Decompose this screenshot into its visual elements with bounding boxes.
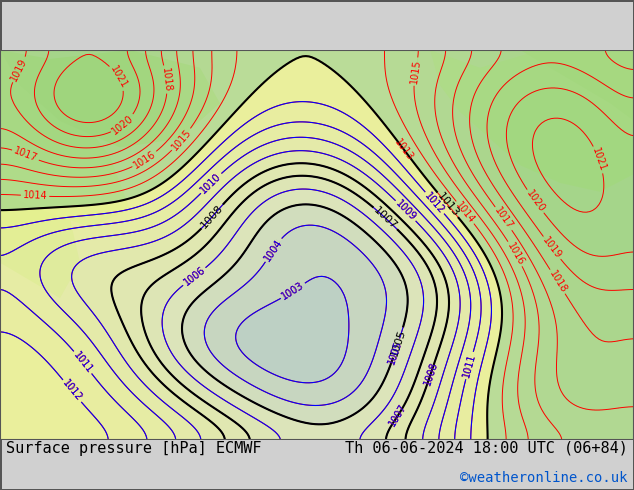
Text: 1018: 1018 (547, 269, 568, 294)
Text: 1020: 1020 (524, 189, 547, 214)
Text: 1019: 1019 (540, 235, 563, 261)
Text: 1009: 1009 (394, 198, 418, 223)
Text: 1004: 1004 (262, 237, 284, 263)
Text: 1012: 1012 (60, 378, 84, 404)
Text: Th 06-06-2024 18:00 UTC (06+84): Th 06-06-2024 18:00 UTC (06+84) (345, 441, 628, 456)
Text: 1003: 1003 (280, 280, 306, 302)
Polygon shape (520, 50, 634, 121)
Text: 1010: 1010 (199, 171, 223, 196)
Polygon shape (430, 50, 634, 192)
Text: ©weatheronline.co.uk: ©weatheronline.co.uk (460, 471, 628, 485)
Text: 1015: 1015 (409, 59, 422, 84)
Text: 1005: 1005 (386, 339, 404, 366)
Text: 1006: 1006 (181, 265, 207, 288)
Text: 1011: 1011 (71, 350, 94, 375)
Text: 1004: 1004 (262, 237, 284, 263)
Text: 1009: 1009 (394, 198, 418, 223)
Text: 1008: 1008 (422, 360, 439, 387)
Text: 1019: 1019 (10, 56, 29, 83)
Text: 1011: 1011 (71, 350, 94, 375)
Text: 1018: 1018 (160, 67, 173, 92)
Text: 1013: 1013 (435, 191, 460, 219)
Text: 1020: 1020 (110, 113, 136, 136)
Text: 1005: 1005 (386, 339, 404, 366)
Text: 1007: 1007 (387, 402, 409, 428)
Polygon shape (0, 50, 220, 147)
Text: 1012: 1012 (423, 190, 446, 216)
Text: 1003: 1003 (280, 280, 306, 302)
Polygon shape (0, 50, 80, 298)
Text: 1012: 1012 (423, 190, 446, 216)
Text: Surface pressure [hPa] ECMWF: Surface pressure [hPa] ECMWF (6, 441, 262, 456)
Text: 1016: 1016 (132, 149, 158, 171)
Text: 1014: 1014 (453, 200, 477, 225)
Text: 1015: 1015 (170, 127, 193, 152)
Text: 1017: 1017 (493, 206, 515, 231)
Text: 1021: 1021 (590, 147, 608, 173)
Text: 1007: 1007 (387, 402, 409, 428)
Text: 1014: 1014 (23, 190, 48, 201)
Text: 1011: 1011 (462, 352, 477, 379)
Text: 1021: 1021 (108, 64, 129, 91)
Text: 1008: 1008 (199, 203, 226, 230)
Polygon shape (0, 50, 130, 227)
Text: 1013: 1013 (393, 137, 415, 163)
Text: 1017: 1017 (12, 146, 39, 164)
Text: 1005: 1005 (389, 328, 408, 357)
Text: 1006: 1006 (181, 265, 207, 288)
Text: 1008: 1008 (422, 360, 439, 387)
Text: 1011: 1011 (462, 352, 477, 379)
Text: 1016: 1016 (505, 241, 526, 267)
Text: 1010: 1010 (199, 171, 223, 196)
Text: 1007: 1007 (372, 205, 399, 231)
Polygon shape (0, 50, 634, 440)
Text: 1012: 1012 (60, 378, 84, 404)
